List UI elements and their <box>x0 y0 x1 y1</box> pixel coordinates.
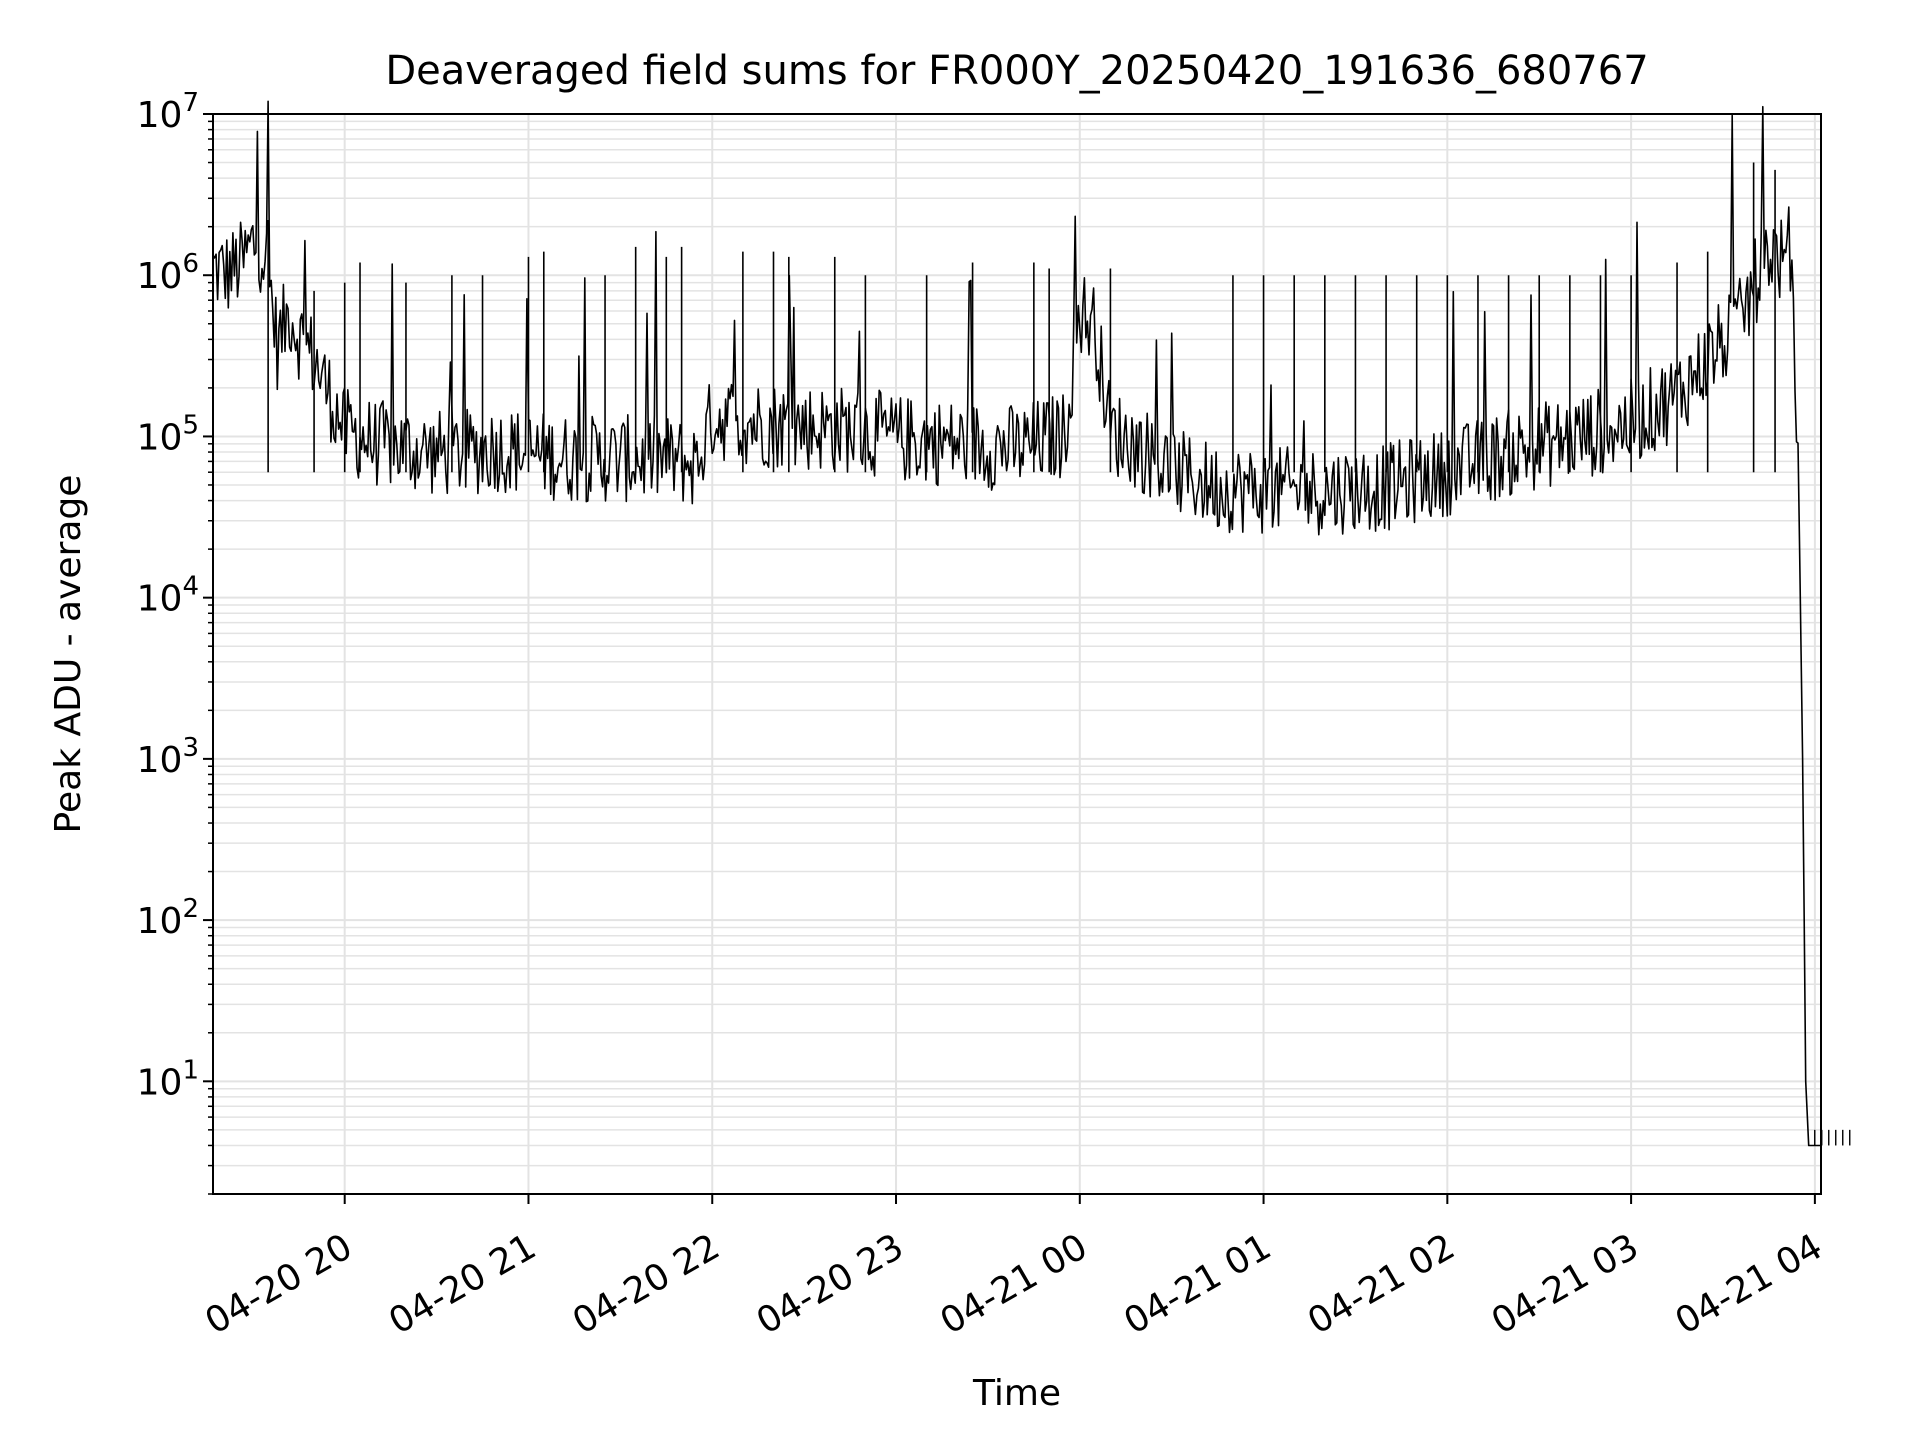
data-series-line <box>212 100 1821 1147</box>
x-axis-label: Time <box>972 1373 1061 1414</box>
y-tick-label: 104 <box>137 572 199 620</box>
y-tick-label: 106 <box>137 249 199 297</box>
plot-frame <box>212 113 1822 1195</box>
chart-title: Deaveraged field sums for FR000Y_2025042… <box>385 48 1648 94</box>
y-tick-label: 105 <box>137 410 199 458</box>
series-layer <box>212 100 1851 1147</box>
grid <box>213 113 1821 1195</box>
y-tick-label: 103 <box>137 733 199 781</box>
y-tick-label: 102 <box>137 894 199 942</box>
y-axis-label: Peak ADU - average <box>48 475 89 834</box>
y-tick-label: 101 <box>137 1055 199 1103</box>
y-tick-label: 107 <box>137 88 199 136</box>
